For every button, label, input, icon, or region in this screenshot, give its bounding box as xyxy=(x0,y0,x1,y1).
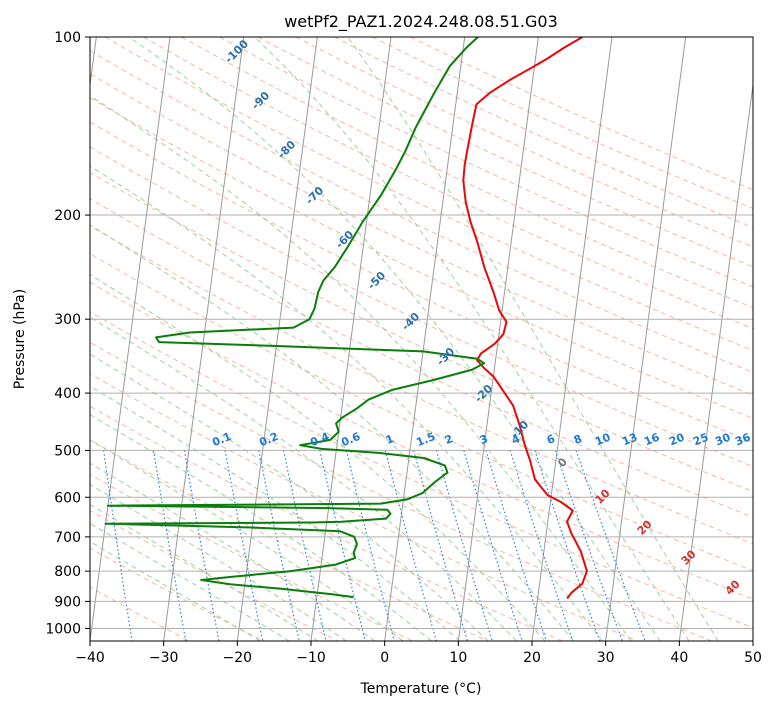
x-tick-label: 30 xyxy=(597,650,615,666)
x-tick-label: −10 xyxy=(296,650,326,666)
isotherm xyxy=(531,37,613,641)
y-tick-label: 500 xyxy=(54,443,81,459)
mixing-ratio-label: 36 xyxy=(733,431,752,449)
dry-adiabat xyxy=(90,253,753,572)
moist-adiabat xyxy=(90,224,574,641)
dry-adiabat xyxy=(90,311,753,629)
moist-adiabat xyxy=(347,37,719,641)
dry-adiabat xyxy=(143,37,753,330)
x-axis: −40 −30 −20 −10 0 10 20 30 40 50 xyxy=(75,641,762,666)
dry-adiabat xyxy=(90,225,753,545)
isotherm xyxy=(163,37,245,641)
mixing-ratio-line xyxy=(463,450,523,641)
moist-adiabat xyxy=(90,353,489,641)
dry-adiabat xyxy=(90,121,753,443)
isotherm xyxy=(90,37,171,641)
x-tick-label: 0 xyxy=(380,650,389,666)
mixing-ratio-line xyxy=(283,450,327,641)
dry-adiabat xyxy=(90,146,753,468)
pressure-gridlines xyxy=(90,37,753,629)
isotherm xyxy=(605,37,687,641)
mixing-ratio-line xyxy=(509,450,574,641)
dry-adiabat xyxy=(181,37,753,309)
mixing-ratio-label: 25 xyxy=(691,431,710,449)
x-tick-label: −40 xyxy=(75,650,105,666)
moist-adiabat xyxy=(90,439,404,641)
mixing-ratio-line xyxy=(258,450,300,641)
x-tick-label: 50 xyxy=(744,650,762,666)
mixing-ratio-line xyxy=(554,450,623,641)
mixing-ratio-label: 8 xyxy=(572,432,584,447)
dry-adiabat xyxy=(90,341,712,641)
moist-adiabat xyxy=(90,522,290,641)
y-tick-label: 800 xyxy=(54,564,81,580)
mixing-ratio-line xyxy=(413,450,469,641)
temperature-line xyxy=(462,37,588,600)
x-tick-label: 10 xyxy=(449,650,467,666)
y-tick-label: 300 xyxy=(54,312,81,328)
isotherm xyxy=(384,37,466,641)
moist-adiabat xyxy=(254,37,690,641)
mixing-ratio-label: 20 xyxy=(667,431,686,449)
moist-adiabat xyxy=(90,540,261,641)
plot-background xyxy=(90,37,753,641)
mixing-ratio-label: 2 xyxy=(443,432,455,447)
x-axis-label: Temperature (°C) xyxy=(360,681,482,697)
x-tick-label: 20 xyxy=(523,650,541,666)
y-axis: 1000 900 800 700 600 500 400 300 200 100 xyxy=(45,30,90,637)
mixing-ratio-line xyxy=(384,450,437,641)
isotherm xyxy=(310,37,392,641)
moist-adiabat xyxy=(90,94,632,641)
y-tick-label: 600 xyxy=(54,490,81,506)
mixing-ratio-line xyxy=(153,450,187,641)
moist-adiabat xyxy=(90,274,546,641)
mixing-ratio-line xyxy=(103,450,133,641)
y-tick-label: 1000 xyxy=(45,621,81,637)
mixing-ratio-label: 16 xyxy=(642,431,661,449)
dry-adiabat xyxy=(90,439,488,641)
moist-adiabat xyxy=(90,385,461,641)
mixing-ratio-label: 3 xyxy=(478,432,490,447)
moist-adiabat xyxy=(90,414,432,641)
moist-adiabat xyxy=(90,165,603,641)
mixing-ratio-line xyxy=(345,450,395,641)
moist-adiabat xyxy=(90,462,376,641)
y-tick-label: 900 xyxy=(54,594,81,610)
y-tick-label: 200 xyxy=(54,208,81,224)
mixing-ratio-line xyxy=(534,450,601,641)
mixing-ratio-label: 30 xyxy=(713,431,732,449)
mixing-ratio-label: 10 xyxy=(593,431,612,449)
profile-lines xyxy=(104,37,588,600)
dry-adiabat xyxy=(90,373,638,641)
x-tick-label: −20 xyxy=(223,650,253,666)
moist-adiabat xyxy=(128,37,661,641)
dry-adiabat xyxy=(90,405,563,641)
dry-adiabat xyxy=(90,198,753,518)
x-tick-label: −30 xyxy=(149,650,179,666)
y-axis-label: Pressure (hPa) xyxy=(12,289,28,389)
dry-adiabat xyxy=(104,37,753,351)
x-tick-label: 40 xyxy=(670,650,688,666)
mixing-ratio-line xyxy=(435,450,493,641)
chart-title: wetPf2_PAZ1.2024.248.08.51.G03 xyxy=(284,12,558,32)
dry-adiabat xyxy=(90,171,753,493)
dewpoint-line xyxy=(104,37,486,599)
isotherm xyxy=(678,81,753,641)
mixing-ratio-label: 13 xyxy=(620,431,639,449)
y-tick-label: 700 xyxy=(54,530,81,546)
isotherm xyxy=(90,37,97,89)
y-tick-label: 100 xyxy=(54,30,81,46)
mixing-ratio-label: 1 xyxy=(384,432,396,447)
isotherm xyxy=(236,37,318,641)
y-tick-label: 400 xyxy=(54,386,81,402)
plot-frame xyxy=(89,36,754,642)
background-lines xyxy=(90,37,753,641)
isotherm xyxy=(752,637,753,641)
mixing-ratio-line xyxy=(485,450,547,641)
mixing-ratio-line xyxy=(319,450,366,641)
